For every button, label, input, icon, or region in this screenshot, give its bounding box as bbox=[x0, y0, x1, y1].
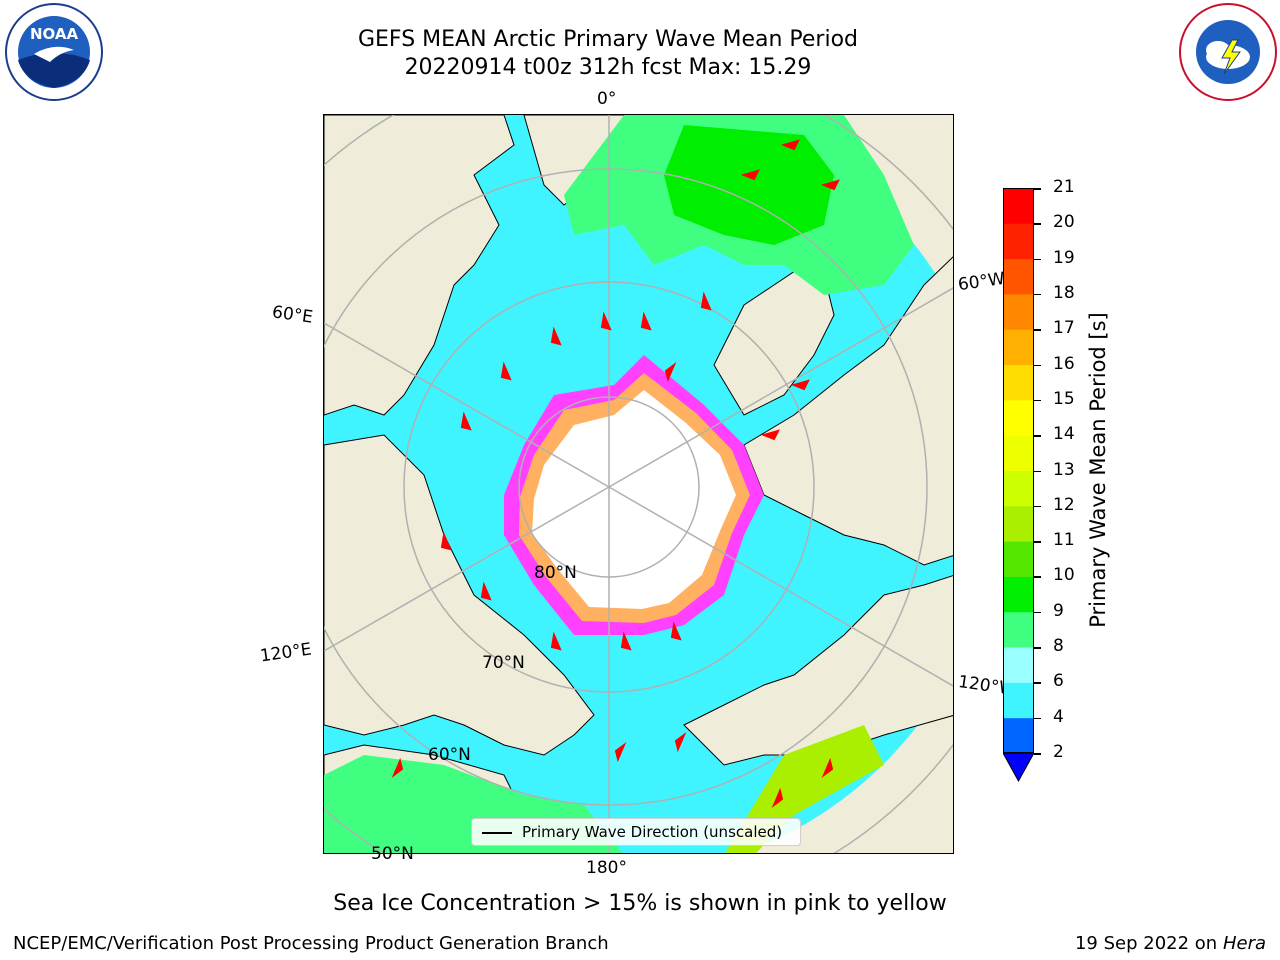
colorbar-segment bbox=[1003, 329, 1034, 366]
lon-label-180: 180° bbox=[586, 858, 627, 878]
colorbar-segment bbox=[1003, 682, 1034, 719]
colorbar-tick-label: 13 bbox=[1053, 459, 1075, 480]
colorbar-tick bbox=[1034, 399, 1041, 402]
colorbar-tick-label: 16 bbox=[1053, 353, 1075, 374]
map-panel bbox=[323, 114, 954, 854]
colorbar-segment bbox=[1003, 717, 1034, 754]
colorbar-tick-label: 2 bbox=[1053, 742, 1064, 762]
colorbar-label: Primary Wave Mean Period [s] bbox=[1086, 312, 1110, 628]
colorbar-under-triangle bbox=[1003, 752, 1034, 783]
lon-label-60w: 60°W bbox=[956, 268, 1007, 296]
colorbar-segment bbox=[1003, 399, 1034, 436]
colorbar-tick bbox=[1034, 435, 1041, 437]
colorbar-tick bbox=[1034, 329, 1041, 331]
colorbar-tick bbox=[1034, 293, 1041, 296]
map-legend: Primary Wave Direction (unscaled) bbox=[471, 818, 801, 846]
wave-direction-arrows bbox=[391, 139, 840, 809]
map-subtitle: 20220914 t00z 312h fcst Max: 15.29 bbox=[404, 55, 812, 80]
lat-label-50n: 50°N bbox=[371, 844, 414, 864]
colorbar-tick bbox=[1034, 611, 1041, 614]
colorbar-tick-label: 20 bbox=[1053, 212, 1075, 233]
lon-label-60e: 60°E bbox=[270, 302, 315, 328]
footer-date-text: 19 Sep 2022 on bbox=[1074, 933, 1218, 954]
colorbar-tick-label: 17 bbox=[1053, 318, 1075, 339]
colorbar-tick-label: 9 bbox=[1053, 600, 1064, 621]
colorbar-tick bbox=[1034, 258, 1041, 261]
colorbar-segment bbox=[1003, 188, 1034, 224]
colorbar-tick bbox=[1034, 753, 1041, 755]
arctic-map bbox=[324, 115, 953, 853]
colorbar-tick-label: 14 bbox=[1053, 424, 1075, 445]
colorbar-tick-label: 10 bbox=[1053, 565, 1075, 586]
colorbar-tick-label: 18 bbox=[1053, 282, 1075, 303]
map-title: GEFS MEAN Arctic Primary Wave Mean Perio… bbox=[357, 27, 858, 52]
colorbar bbox=[1003, 188, 1034, 783]
land-greenland bbox=[713, 264, 835, 416]
land-siberia bbox=[324, 115, 515, 416]
colorbar-tick bbox=[1034, 576, 1041, 578]
colorbar-segment bbox=[1003, 435, 1034, 471]
sea-ice-caption: Sea Ice Concentration > 15% is shown in … bbox=[333, 891, 947, 916]
colorbar-tick bbox=[1034, 647, 1041, 649]
lon-label-120e: 120°E bbox=[258, 639, 313, 667]
lat-label-60n: 60°N bbox=[428, 745, 471, 765]
colorbar-segment bbox=[1003, 647, 1034, 683]
colorbar-segment bbox=[1003, 541, 1034, 577]
colorbar-tick bbox=[1034, 223, 1041, 225]
colorbar-tick-label: 21 bbox=[1053, 177, 1075, 197]
footer-machine: Hera bbox=[1222, 933, 1266, 954]
footer-date: 19 Sep 2022 on Hera bbox=[1075, 933, 1266, 954]
colorbar-segment bbox=[1003, 470, 1034, 507]
colorbar-tick bbox=[1034, 541, 1041, 543]
svg-text:NOAA: NOAA bbox=[30, 25, 79, 43]
colorbar-segment bbox=[1003, 364, 1034, 401]
noaa-logo: NOAA bbox=[5, 3, 103, 101]
colorbar-tick-label: 19 bbox=[1053, 247, 1075, 268]
colorbar-tick-label: 6 bbox=[1053, 671, 1064, 692]
land-canada bbox=[743, 256, 953, 566]
colorbar-segment bbox=[1003, 611, 1034, 648]
sea-ice-core bbox=[532, 390, 736, 609]
colorbar-frame bbox=[1003, 188, 1034, 753]
colorbar-segment bbox=[1003, 258, 1034, 295]
colorbar-tick-label: 15 bbox=[1053, 388, 1075, 409]
lat-label-70n: 70°N bbox=[482, 653, 525, 673]
lon-label-0: 0° bbox=[597, 89, 617, 109]
footer-credit: NCEP/EMC/Verification Post Processing Pr… bbox=[13, 933, 609, 954]
colorbar-tick bbox=[1034, 717, 1041, 720]
colorbar-tick-label: 8 bbox=[1053, 636, 1064, 657]
legend-label: Primary Wave Direction (unscaled) bbox=[522, 823, 783, 841]
colorbar-tick bbox=[1034, 470, 1041, 472]
wave-zone-atlantic-core bbox=[664, 125, 834, 245]
colorbar-tick-label: 12 bbox=[1053, 494, 1075, 515]
colorbar-segment bbox=[1003, 293, 1034, 330]
lat-label-80n: 80°N bbox=[534, 563, 577, 583]
colorbar-tick bbox=[1034, 364, 1041, 367]
land-alaska bbox=[683, 575, 953, 766]
colorbar-tick bbox=[1034, 188, 1041, 190]
graticule bbox=[324, 115, 953, 853]
legend-line bbox=[482, 832, 512, 834]
colorbar-tick bbox=[1034, 505, 1041, 508]
colorbar-segment bbox=[1003, 505, 1034, 542]
colorbar-segment bbox=[1003, 223, 1034, 260]
colorbar-segment bbox=[1003, 576, 1034, 613]
colorbar-tick-label: 11 bbox=[1053, 530, 1075, 551]
colorbar-tick bbox=[1034, 682, 1041, 684]
colorbar-tick-label: 4 bbox=[1053, 706, 1064, 727]
nws-logo bbox=[1179, 3, 1277, 101]
